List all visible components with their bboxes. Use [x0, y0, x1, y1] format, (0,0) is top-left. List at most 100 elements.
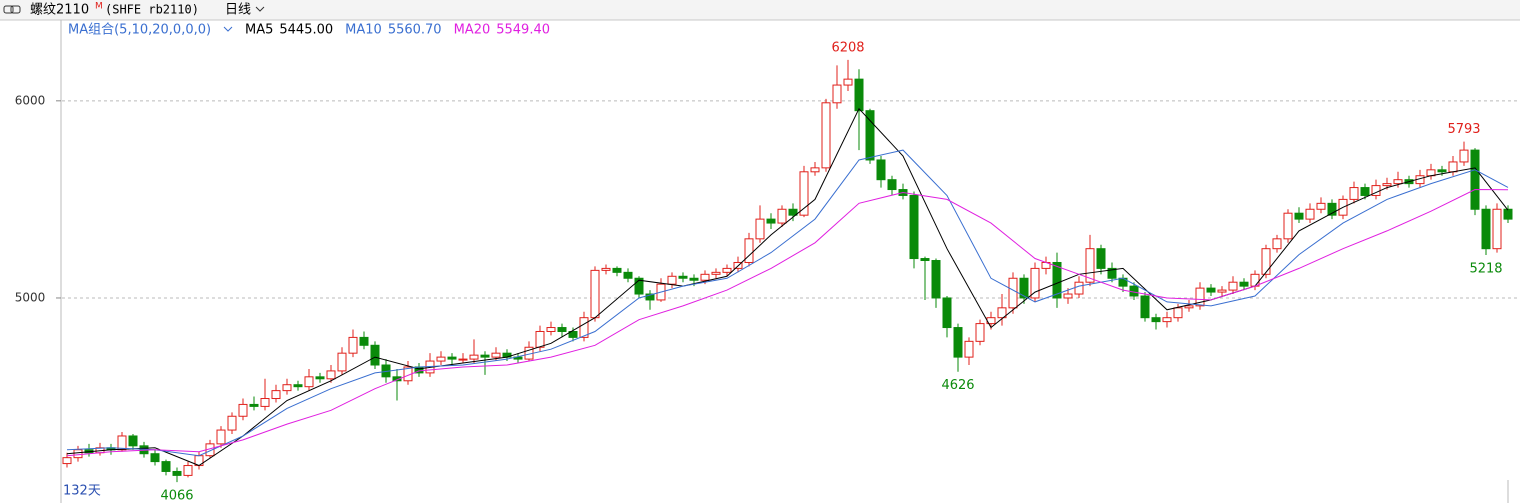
candle-body [568, 330, 578, 338]
candle-body [876, 159, 886, 181]
candle-body [1030, 267, 1040, 299]
candle-body [931, 260, 941, 299]
candle-body [865, 110, 875, 161]
candle-body [282, 384, 292, 392]
candle-body [491, 352, 501, 358]
candle-body [183, 465, 193, 476]
candle-body [689, 277, 699, 281]
candle-body [260, 398, 270, 407]
candle-body [1074, 281, 1084, 295]
candle-body [1008, 277, 1018, 309]
candle-body [1250, 273, 1260, 287]
candle-body [1459, 149, 1469, 163]
candle-body [1140, 295, 1150, 319]
candle-body [667, 275, 677, 285]
extreme-label: 5793 [1447, 122, 1480, 137]
candle-body [634, 277, 644, 295]
candle-body [1217, 289, 1227, 293]
candle-body [832, 84, 842, 104]
candle-body [1162, 317, 1172, 323]
candle-body [436, 356, 446, 362]
candle-body [337, 352, 347, 372]
candle-body [1316, 202, 1326, 210]
candle-body [942, 297, 952, 329]
candle-body [1228, 281, 1238, 291]
day-count: 132天 [63, 484, 101, 499]
candle-body [150, 453, 160, 463]
period-chevron[interactable] [255, 6, 265, 12]
candle-body [1294, 212, 1304, 220]
indicator-chevron[interactable] [223, 26, 233, 32]
candle-body [73, 449, 83, 459]
extreme-label: 4626 [941, 378, 974, 393]
candle-body [535, 330, 545, 348]
candle-body [623, 271, 633, 279]
candle-body [293, 384, 303, 388]
candle-body [953, 327, 963, 358]
extreme-label: 5218 [1469, 261, 1502, 276]
candle-body [645, 293, 655, 301]
candle-body [238, 403, 248, 417]
candle-body [1195, 287, 1205, 307]
candle-body [1261, 248, 1271, 275]
candle-body [964, 340, 974, 358]
candle-body [678, 275, 688, 279]
legend: MA5 5445.00 MA10 5560.70 MA20 5549.40 [245, 23, 550, 38]
candle-body [161, 461, 171, 472]
candle-body [579, 317, 589, 338]
candle-body [1503, 208, 1513, 220]
symbol: 螺纹2110 [30, 3, 89, 18]
code: (SHFE rb2110) [105, 3, 199, 17]
candle-body [216, 429, 226, 445]
ma-line [66, 107, 1509, 467]
candle-body [744, 238, 754, 263]
candle-body [1173, 307, 1183, 319]
candle-body [1393, 179, 1403, 185]
candle-body [601, 267, 611, 271]
candle-body [755, 218, 765, 240]
candle-body [1382, 183, 1392, 187]
legend-name: MA5 [245, 23, 273, 38]
candle-body [766, 218, 776, 224]
indicator[interactable]: MA组合(5,10,20,0,0,0) [68, 23, 211, 38]
candle-body [359, 336, 369, 346]
candle-body [1184, 305, 1194, 309]
candle-body [1019, 277, 1029, 299]
y-tick-label: 5000 [15, 290, 46, 304]
legend-name: MA10 [345, 23, 382, 38]
period[interactable]: 日线 [225, 3, 251, 18]
candle-body [1448, 161, 1458, 173]
candle-body [975, 323, 985, 342]
candle-body [1052, 261, 1062, 299]
candle-body [1107, 267, 1117, 279]
candle-body [128, 435, 138, 447]
link-icon[interactable] [3, 5, 21, 14]
candle-body [1096, 248, 1106, 269]
candle-body [810, 167, 820, 173]
ma-line [66, 149, 1509, 457]
candle-body [1492, 208, 1502, 250]
candle-body [172, 470, 182, 476]
candle-body [62, 457, 72, 465]
candle-body [1437, 169, 1447, 173]
candle-body [590, 269, 600, 319]
candle-body [1239, 281, 1249, 287]
candle-body [1272, 238, 1282, 250]
ma-line [66, 188, 1509, 457]
candle-body [458, 358, 468, 361]
candle-body [271, 390, 281, 400]
candle-body [447, 356, 457, 360]
candle-body [1085, 248, 1095, 283]
candle-body [612, 267, 622, 273]
candle-body [227, 415, 237, 431]
candle-body [1206, 287, 1216, 293]
candle-body [1470, 149, 1480, 210]
legend-value: 5560.70 [388, 23, 442, 38]
candle-body [1063, 293, 1073, 299]
candle-body [315, 376, 325, 380]
candle-body [1283, 212, 1293, 240]
extreme-label: 6208 [831, 40, 864, 55]
candle-body [348, 336, 358, 354]
